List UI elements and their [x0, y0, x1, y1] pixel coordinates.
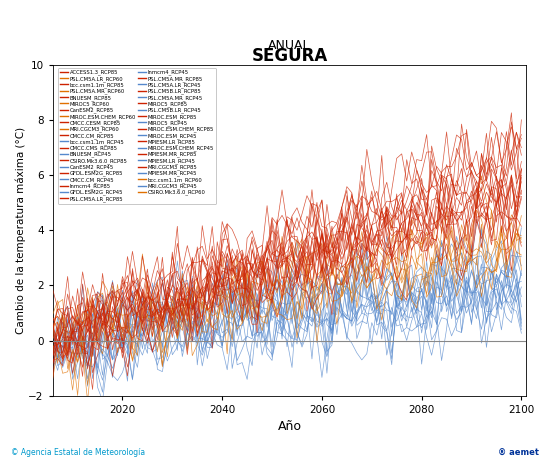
Legend: ACCESS1.3_RCP85, PSL.CM5A.LR_RCP60, bcc.csm1.1m_RCP85, PSL.CM5A.MR_RCP60, BNUESM: ACCESS1.3_RCP85, PSL.CM5A.LR_RCP60, bcc.… [58, 67, 216, 204]
Y-axis label: Cambio de la temperatura máxima (°C): Cambio de la temperatura máxima (°C) [15, 127, 25, 334]
Text: © Agencia Estatal de Meteorología: © Agencia Estatal de Meteorología [11, 449, 145, 457]
Text: ANUAL: ANUAL [268, 39, 311, 52]
X-axis label: Año: Año [278, 420, 301, 433]
Title: SEGURA: SEGURA [251, 47, 328, 65]
Text: ® aemet: ® aemet [498, 449, 539, 457]
